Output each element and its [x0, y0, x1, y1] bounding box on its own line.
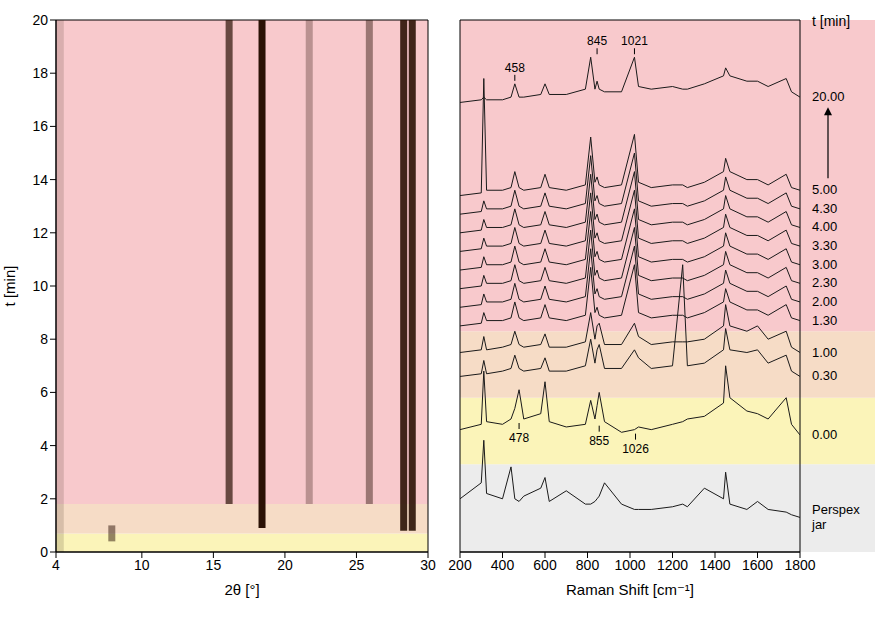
- svg-text:1.30: 1.30: [812, 313, 837, 328]
- svg-text:478: 478: [509, 431, 529, 445]
- svg-text:20: 20: [277, 557, 293, 573]
- svg-text:1200: 1200: [657, 557, 688, 573]
- svg-text:3.30: 3.30: [812, 238, 837, 253]
- svg-text:0: 0: [40, 544, 48, 560]
- svg-text:458: 458: [505, 61, 525, 75]
- svg-text:800: 800: [576, 557, 600, 573]
- svg-text:10: 10: [134, 557, 150, 573]
- svg-text:855: 855: [589, 434, 609, 448]
- svg-text:4: 4: [52, 557, 60, 573]
- svg-text:600: 600: [533, 557, 557, 573]
- svg-text:0.30: 0.30: [812, 368, 837, 383]
- svg-text:20: 20: [32, 12, 48, 28]
- svg-text:1026: 1026: [622, 442, 649, 456]
- svg-text:4.00: 4.00: [812, 219, 837, 234]
- svg-text:30: 30: [420, 557, 436, 573]
- svg-text:t [min]: t [min]: [1, 266, 18, 307]
- svg-text:5.00: 5.00: [812, 182, 837, 197]
- svg-text:2: 2: [40, 491, 48, 507]
- svg-text:1.00: 1.00: [812, 345, 837, 360]
- svg-text:Raman Shift [cm⁻¹]: Raman Shift [cm⁻¹]: [566, 581, 694, 598]
- svg-text:1021: 1021: [621, 34, 648, 48]
- svg-text:25: 25: [349, 557, 365, 573]
- svg-text:6: 6: [40, 384, 48, 400]
- svg-text:2θ [°]: 2θ [°]: [224, 581, 259, 598]
- svg-text:14: 14: [32, 172, 48, 188]
- svg-text:t [min]: t [min]: [812, 13, 850, 29]
- svg-text:200: 200: [448, 557, 472, 573]
- svg-text:2.00: 2.00: [812, 294, 837, 309]
- svg-text:1000: 1000: [614, 557, 645, 573]
- svg-text:18: 18: [32, 65, 48, 81]
- svg-text:15: 15: [206, 557, 222, 573]
- svg-text:1800: 1800: [784, 557, 815, 573]
- svg-text:400: 400: [491, 557, 515, 573]
- svg-text:8: 8: [40, 331, 48, 347]
- svg-text:10: 10: [32, 278, 48, 294]
- svg-text:4.30: 4.30: [812, 201, 837, 216]
- svg-text:2.30: 2.30: [812, 275, 837, 290]
- svg-text:845: 845: [587, 34, 607, 48]
- svg-text:0.00: 0.00: [812, 427, 837, 442]
- svg-text:1400: 1400: [699, 557, 730, 573]
- svg-text:3.00: 3.00: [812, 257, 837, 272]
- svg-text:20.00: 20.00: [812, 89, 845, 104]
- svg-text:4: 4: [40, 438, 48, 454]
- svg-text:12: 12: [32, 225, 48, 241]
- svg-text:16: 16: [32, 118, 48, 134]
- svg-text:1600: 1600: [742, 557, 773, 573]
- svg-text:Perspexjar: Perspexjar: [811, 502, 860, 532]
